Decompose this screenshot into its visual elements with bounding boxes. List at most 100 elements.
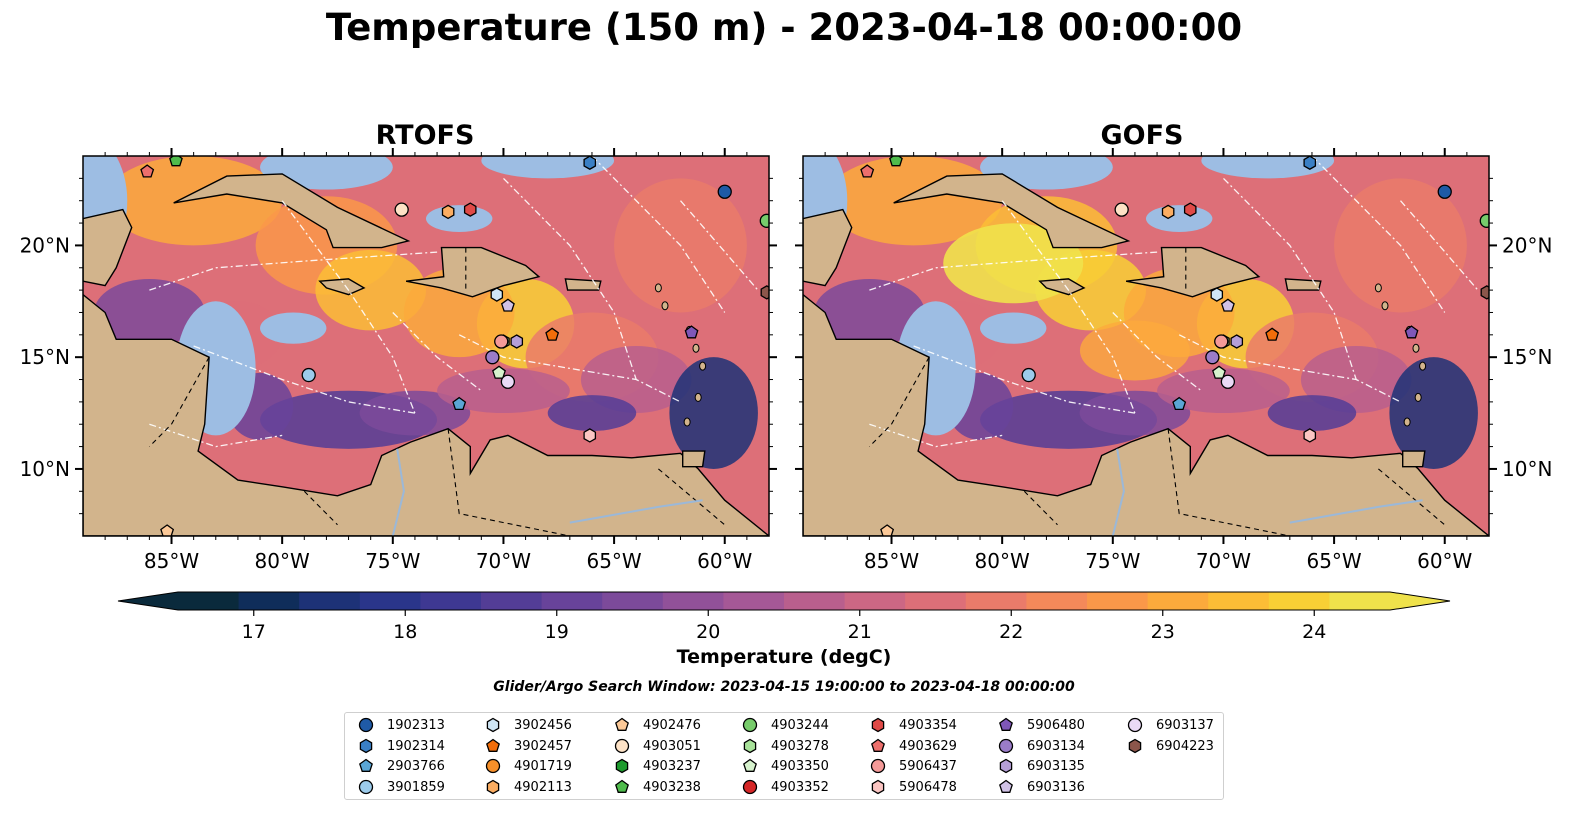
colorbar-bin	[905, 592, 967, 610]
float-marker-4903244	[1479, 213, 1489, 228]
hexagon-marker-icon	[486, 717, 500, 733]
legend-item: 3901859	[355, 777, 445, 797]
land-5	[1284, 278, 1322, 291]
legend-label: 4903354	[899, 717, 957, 733]
colorbar-bin	[662, 592, 724, 610]
legend-marker-6903135	[999, 758, 1013, 774]
circle-marker-icon	[742, 779, 758, 795]
x-tick-label: 70°W	[1196, 549, 1251, 573]
land-6	[682, 450, 706, 468]
colorbar-bin	[420, 592, 482, 610]
float-marker-4903350	[1212, 365, 1226, 379]
y-tick-label: 20°N	[20, 233, 70, 257]
float-marker-5906478	[583, 428, 597, 443]
circle-marker-icon	[358, 717, 374, 733]
colorbar-bin	[178, 592, 240, 610]
x-tick-label: 85°W	[144, 549, 199, 573]
colorbar-bin	[1026, 592, 1088, 610]
colorbar-bin	[541, 592, 603, 610]
circle-marker-icon	[998, 738, 1014, 754]
land-2	[893, 173, 1131, 249]
land-5	[564, 278, 602, 291]
float-marker-3901859	[1021, 367, 1036, 383]
colorbar-bin	[1329, 592, 1391, 610]
legend-item: 4902113	[482, 777, 572, 797]
legend-item: 4903238	[611, 777, 701, 797]
legend-label: 3902457	[514, 738, 572, 754]
float-marker-5906480	[1404, 325, 1419, 339]
legend-marker-5906480	[999, 717, 1013, 731]
legend-marker-4903350	[743, 758, 757, 772]
legend-marker-4902113	[486, 779, 500, 795]
float-marker-4903354	[463, 202, 477, 217]
legend-marker-3902456	[486, 717, 500, 733]
colorbar-bin	[844, 592, 906, 610]
float-legend: 1902313 1902314 2903766 3901859 3902456 39024…	[344, 712, 1224, 800]
legend-marker-5906437	[870, 758, 886, 774]
colorbar-tick-label: 22	[999, 621, 1023, 643]
legend-label: 1902313	[387, 717, 445, 733]
legend-label: 3902456	[514, 717, 572, 733]
x-tick-label: 75°W	[1085, 549, 1140, 573]
colorbar-tick-label: 21	[848, 621, 872, 643]
legend-label: 4902476	[643, 717, 701, 733]
legend-item: 4903354	[867, 715, 957, 735]
float-marker-2903766	[452, 396, 467, 411]
legend-label: 6904223	[1156, 738, 1214, 754]
legend-item: 6903134	[995, 736, 1085, 756]
land-1	[83, 208, 133, 287]
legend-item: 4903278	[739, 736, 829, 756]
hexagon-marker-icon	[871, 779, 885, 795]
pentagon-marker-icon	[999, 779, 1013, 793]
hexagon-marker-icon	[615, 758, 629, 774]
legend-marker-4902476	[615, 717, 629, 731]
legend-marker-4903051	[614, 738, 630, 754]
colorbar-tick-label: 20	[696, 621, 720, 643]
pentagon-marker-icon	[615, 779, 629, 793]
legend-label: 5906480	[1027, 717, 1085, 733]
colorbar-tick-label: 17	[242, 621, 266, 643]
land-0	[83, 293, 769, 536]
circle-marker-icon	[485, 758, 501, 774]
x-tick-label: 60°W	[1417, 549, 1472, 573]
float-marker-6903136	[500, 298, 515, 312]
legend-item: 4903051	[611, 736, 701, 756]
legend-label: 5906478	[899, 779, 957, 795]
panel-title-rtofs: RTOFS	[375, 120, 475, 151]
legend-item: 6903135	[995, 756, 1085, 776]
legend-marker-6904223	[1128, 738, 1142, 754]
pentagon-marker-icon	[743, 758, 757, 772]
float-marker-4902113	[1161, 204, 1175, 220]
float-marker-6903136	[1220, 298, 1235, 312]
float-marker-4903352	[1372, 123, 1385, 136]
y-tick-label: 15°N	[1502, 345, 1552, 369]
pentagon-marker-icon	[359, 758, 373, 772]
land-4	[1038, 278, 1086, 296]
float-marker-4903244	[759, 213, 769, 228]
legend-marker-4903629	[871, 738, 885, 752]
circle-marker-icon	[358, 779, 374, 795]
map-panel-gofs: 85°W 80°W 75°W 70°W 65°W 60°W 10°N 15°N 20°N	[795, 148, 1552, 573]
legend-label: 1902314	[387, 738, 445, 754]
hexagon-marker-icon	[359, 738, 373, 754]
float-marker-4903051	[1114, 202, 1129, 217]
float-marker-4903238	[889, 156, 903, 167]
x-tick-label: 80°W	[975, 549, 1030, 573]
legend-item: 4903244	[739, 715, 829, 735]
land-2	[173, 173, 411, 249]
legend-marker-4903237	[615, 758, 629, 774]
colorbar-bin	[602, 592, 664, 610]
x-tick-label: 75°W	[365, 549, 420, 573]
colorbar-bin	[784, 592, 846, 610]
legend-item: 4903352	[739, 777, 829, 797]
x-tick-label: 65°W	[586, 549, 641, 573]
float-marker-4903352	[652, 123, 665, 136]
legend-item: 3902456	[482, 715, 572, 735]
legend-label: 4903278	[771, 738, 829, 754]
x-tick-label: 65°W	[1306, 549, 1361, 573]
legend-label: 6903135	[1027, 758, 1085, 774]
land-1	[803, 208, 853, 287]
y-tick-label: 10°N	[1502, 457, 1552, 481]
y-tick-label: 10°N	[20, 457, 70, 481]
legend-marker-4903354	[871, 717, 885, 733]
